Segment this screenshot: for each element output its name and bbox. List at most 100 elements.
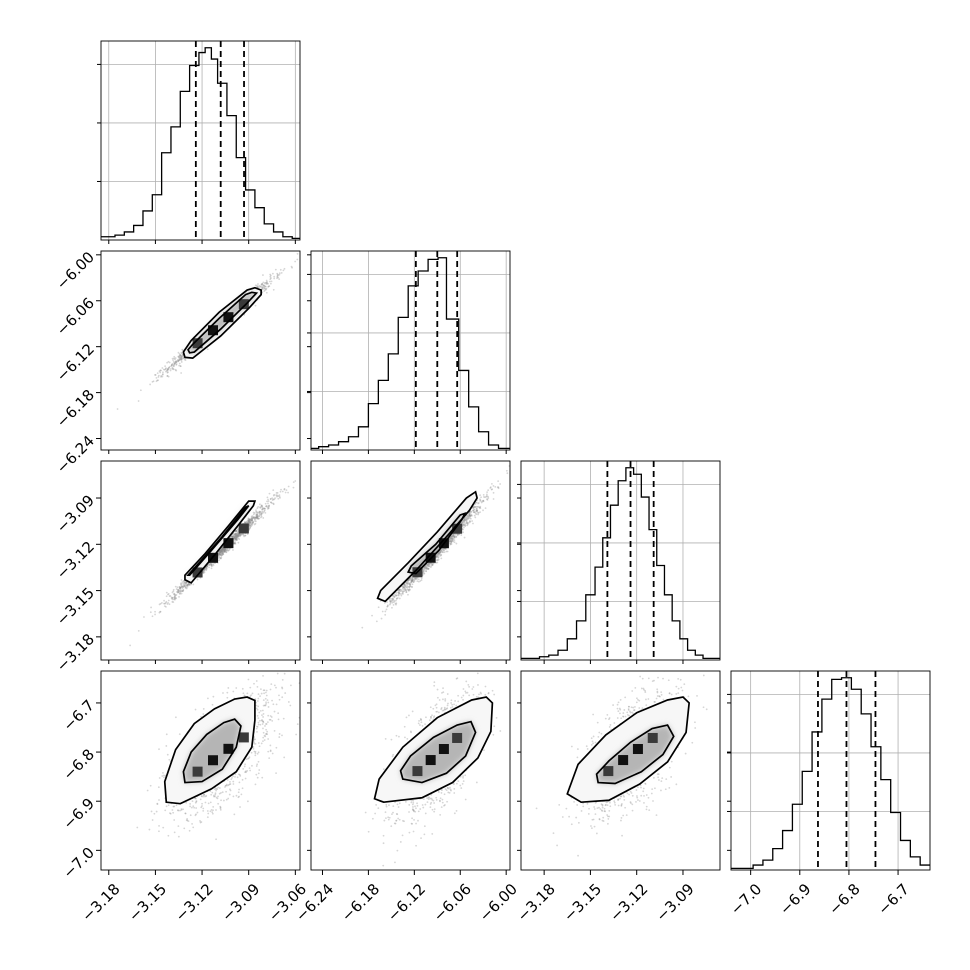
scatter-point (234, 542, 236, 545)
scatter-point (173, 363, 175, 366)
scatter-point (265, 279, 268, 282)
scatter-point (408, 585, 411, 588)
scatter-point (264, 281, 266, 284)
scatter-point (221, 550, 224, 553)
scatter-point (246, 533, 249, 535)
scatter-point (375, 620, 378, 623)
scatter-point (400, 593, 402, 595)
scatter-point (234, 538, 237, 540)
scatter-point (182, 586, 184, 589)
scatter-point (456, 534, 459, 537)
scatter-point (463, 520, 466, 523)
scatter-point (166, 603, 169, 605)
scatter-point (205, 567, 208, 569)
scatter-point (180, 351, 183, 354)
scatter-point (406, 580, 409, 583)
scatter-point (181, 354, 184, 357)
scatter-point (253, 523, 256, 526)
scatter-point (150, 606, 152, 609)
scatter-point (225, 549, 228, 552)
scatter-point (168, 758, 171, 761)
scatter-point (440, 553, 443, 556)
scatter-point (411, 578, 414, 581)
scatter-point (231, 535, 234, 538)
scatter-point (264, 511, 267, 514)
scatter-point (391, 599, 394, 602)
scatter-point (265, 505, 268, 507)
scatter-point (269, 688, 272, 691)
scatter-point (242, 534, 245, 537)
scatter-point (267, 285, 270, 288)
scatter-point (168, 367, 170, 369)
scatter-point (205, 569, 208, 572)
scatter-point (219, 551, 222, 554)
scatter-point (175, 597, 177, 599)
scatter-point (272, 502, 275, 505)
scatter-point (436, 558, 439, 561)
scatter-point (211, 812, 214, 815)
scatter-point (167, 367, 169, 370)
scatter-point (161, 367, 164, 369)
scatter-point (267, 285, 270, 288)
scatter-point (175, 360, 177, 363)
panel-content (129, 480, 297, 647)
scatter-point (202, 571, 204, 573)
scatter-point (250, 525, 253, 528)
scatter-point (468, 512, 471, 514)
scatter-point (251, 518, 253, 521)
scatter-point (277, 712, 280, 715)
scatter-point (226, 548, 229, 550)
scatter-point (179, 365, 182, 368)
scatter-point (221, 552, 224, 555)
scatter-point (154, 374, 156, 376)
scatter-point (234, 532, 237, 535)
scatter-point (203, 568, 206, 571)
scatter-point (453, 534, 455, 537)
scatter-point (173, 363, 176, 366)
scatter-point (249, 524, 251, 527)
scatter-point (237, 530, 240, 533)
scatter-point (448, 540, 451, 543)
scatter-point (449, 538, 452, 541)
scatter-point (234, 535, 236, 538)
scatter-point (260, 283, 263, 286)
scatter-point (210, 563, 213, 565)
scatter-point (256, 511, 258, 513)
scatter-point (287, 485, 290, 488)
scatter-point (179, 354, 182, 357)
scatter-point (380, 617, 383, 620)
scatter-point (272, 503, 275, 506)
scatter-point (393, 600, 396, 603)
scatter-point (175, 361, 178, 364)
scatter-point (173, 357, 175, 360)
scatter-point (231, 535, 234, 538)
scatter-point (252, 516, 255, 519)
scatter-point (261, 283, 264, 285)
scatter-point (178, 590, 181, 593)
scatter-point (277, 497, 280, 500)
scatter-point (223, 548, 226, 551)
scatter-point (232, 535, 234, 538)
scatter-point (210, 567, 213, 570)
scatter-point (168, 361, 171, 364)
scatter-point (468, 513, 471, 516)
scatter-point (257, 518, 259, 520)
scatter-point (402, 586, 405, 588)
scatter-point (173, 596, 176, 598)
scatter-point (475, 507, 478, 510)
scatter-point (477, 502, 479, 505)
scatter-point (177, 351, 180, 354)
contour-outer (184, 500, 257, 584)
scatter-point (180, 359, 183, 362)
scatter-point (285, 489, 288, 492)
scatter-point (182, 356, 185, 359)
scatter-point (439, 551, 442, 554)
scatter-point (437, 558, 440, 561)
scatter-point (157, 379, 159, 382)
scatter-point (210, 564, 213, 567)
scatter-point (183, 585, 186, 588)
scatter-point (443, 551, 446, 554)
scatter-point (441, 551, 444, 554)
scatter-point (256, 516, 259, 519)
scatter-point (449, 537, 452, 540)
